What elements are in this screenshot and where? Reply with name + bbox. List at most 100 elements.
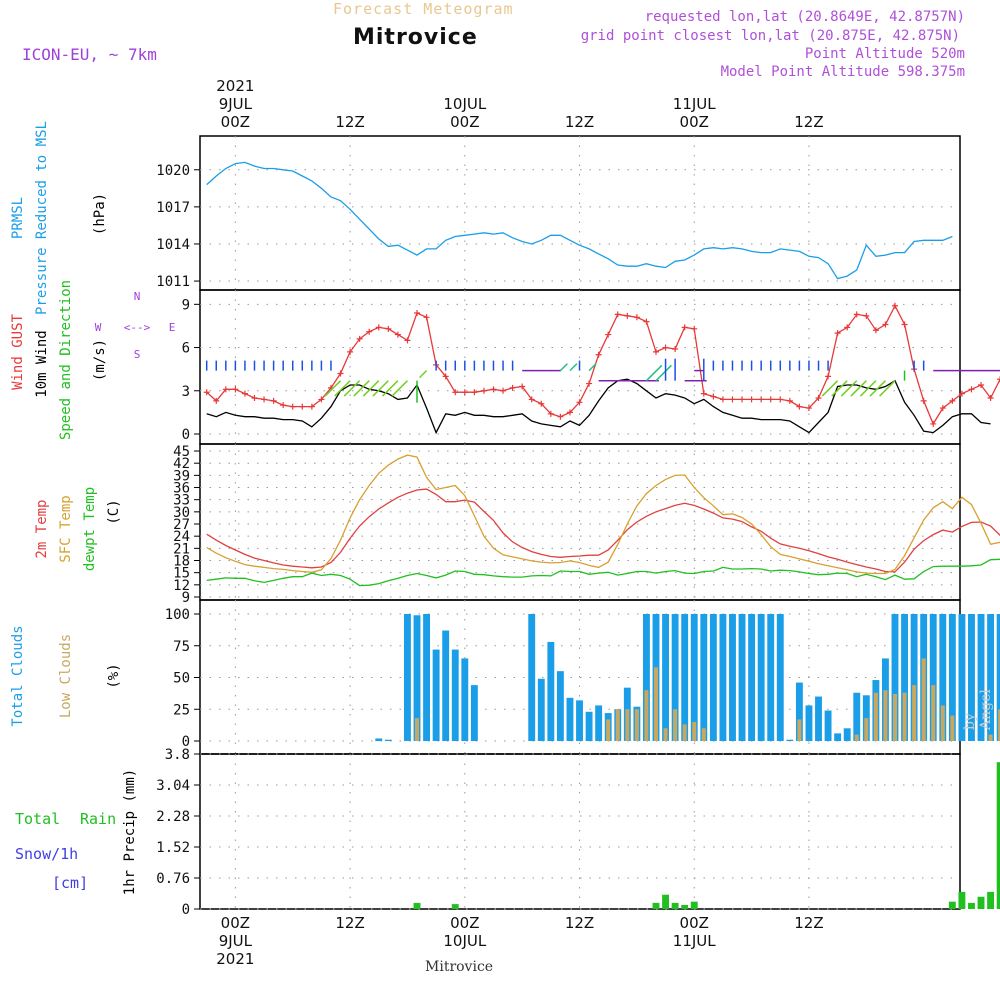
wind-gust-marker (681, 324, 688, 331)
wind-gust-marker (882, 321, 889, 328)
bottom-time-label: 2021 (216, 950, 254, 968)
wind-gust-marker (605, 331, 612, 338)
precip-rain-bar (451, 904, 459, 909)
precip-rain-bar (671, 902, 679, 909)
wind-direction-arrow (343, 380, 361, 397)
temperature-ytick-label: 27 (173, 517, 190, 533)
wind-gust-marker (777, 396, 784, 403)
clouds-ytick-label: 25 (173, 702, 190, 718)
wind-gust-marker (633, 314, 640, 321)
wind-gust-marker (576, 399, 583, 406)
clouds-low_clouds-bar (950, 715, 955, 741)
clouds-total_clouds-bar (958, 614, 966, 741)
clouds-total_clouds-bar (451, 649, 459, 741)
wind-gust-marker (509, 384, 516, 391)
top-time-label: 00Z (450, 113, 479, 131)
temperature-ytick-label: 42 (173, 456, 190, 472)
clouds-total_clouds-bar (776, 614, 784, 741)
wind-gust-marker (614, 311, 621, 318)
precip-ytick-label: 0 (182, 902, 190, 918)
wind-gust-marker (939, 405, 946, 412)
wind-gust-marker (222, 386, 229, 393)
location-title: Mitrovice (353, 25, 478, 50)
clouds-low_clouds-bar (864, 718, 869, 741)
clouds-low_clouds-bar (921, 658, 926, 741)
clouds-total_clouds-bar (767, 614, 775, 741)
clouds-total_clouds-bar (996, 614, 1000, 741)
wind-gust-marker (299, 403, 306, 410)
wind-direction-arrow (588, 363, 597, 372)
wind-gust-marker (920, 397, 927, 404)
bottom-time-label: 10JUL (443, 932, 486, 950)
wind-gust-marker (480, 387, 487, 394)
clouds-low_clouds-bar (902, 692, 907, 741)
clouds-total_clouds-bar (729, 614, 736, 741)
wind-gust-marker (739, 396, 746, 403)
wind-gust-marker (748, 396, 755, 403)
wind-gust-marker (566, 409, 573, 416)
temp-label-dewpt: dewpt Temp (82, 487, 98, 571)
wind-gust-marker (872, 327, 879, 334)
precip-label-rain: Rain (80, 810, 116, 828)
pressure-ytick-label: 1020 (156, 163, 190, 179)
clouds-low_clouds-bar (625, 709, 630, 741)
wind-gust-marker (891, 302, 898, 309)
clouds-total_clouds-bar (681, 614, 689, 741)
clouds-total_clouds-bar (375, 738, 383, 741)
precip-rain-bar (681, 904, 689, 909)
clouds-total_clouds-bar (423, 614, 431, 741)
pressure-label-msl: Pressure Reduced to MSL (34, 121, 50, 315)
wind-gust-marker (375, 324, 382, 331)
wind-gust-marker (863, 312, 870, 319)
wind-direction-arrow (381, 380, 399, 397)
bottom-time-label: 11JUL (673, 932, 716, 950)
temperature-dewpt-line (206, 558, 1000, 587)
clouds-low_clouds-bar (998, 709, 1000, 741)
temperature-ytick-label: 12 (173, 578, 190, 594)
clouds-total_clouds-bar (853, 692, 861, 741)
clouds-total_clouds-bar (413, 615, 421, 741)
clouds-low_clouds-bar (673, 709, 678, 741)
clouds-low_clouds-bar (940, 705, 945, 741)
point-altitude: Point Altitude 520m (804, 46, 965, 62)
clouds-label-low: Low Clouds (58, 634, 74, 718)
wind-direction-arrow (840, 380, 858, 397)
clouds-ytick-label: 0 (182, 734, 190, 750)
clouds-low_clouds-bar (682, 724, 687, 741)
wind-gust-marker (815, 394, 822, 401)
wind-direction-arrow (655, 364, 672, 382)
clouds-total_clouds-bar (662, 614, 670, 741)
precip-label-unit: 1hr Precip (mm) (122, 769, 138, 895)
clouds-low_clouds-bar (415, 718, 420, 741)
wind-gust-marker (834, 330, 841, 337)
clouds-total_clouds-bar (404, 614, 411, 741)
temp-label-2m: 2m Temp (34, 499, 50, 558)
precip-label-snow: Snow/1h (15, 845, 78, 863)
clouds-total_clouds-bar (642, 614, 650, 741)
wind-direction-arrow (372, 380, 389, 397)
wind-gust-marker (662, 344, 669, 351)
wind-gust-marker (595, 351, 602, 358)
temperature-sfc_temp-line (206, 454, 1000, 575)
precip-rain-bar (652, 902, 660, 909)
clouds-low_clouds-bar (988, 734, 993, 741)
clouds-total_clouds-bar (757, 614, 765, 741)
wind-ytick-label: 6 (182, 341, 190, 357)
bottom-time-label: 00Z (450, 914, 479, 932)
wind-gust-marker (280, 402, 287, 409)
precip-ytick-label: 3.8 (165, 747, 190, 763)
wind-gust-marker (500, 387, 507, 394)
wind-gust-marker (261, 396, 268, 403)
top-time-label: 10JUL (443, 95, 486, 113)
bottom-time-label: 12Z (335, 914, 364, 932)
top-time-label: 2021 (216, 77, 254, 95)
wind-direction-arrow (831, 380, 848, 397)
temperature-ytick-label: 9 (182, 590, 190, 606)
top-time-label: 12Z (794, 113, 823, 131)
wind-direction-arrow (353, 380, 370, 397)
model-label: ICON-EU, ~ 7km (22, 45, 157, 64)
wind-gust-marker (414, 309, 421, 316)
compass-e: E (169, 321, 176, 334)
clouds-low_clouds-bar (634, 709, 639, 741)
clouds-label-unit: (%) (106, 663, 122, 688)
